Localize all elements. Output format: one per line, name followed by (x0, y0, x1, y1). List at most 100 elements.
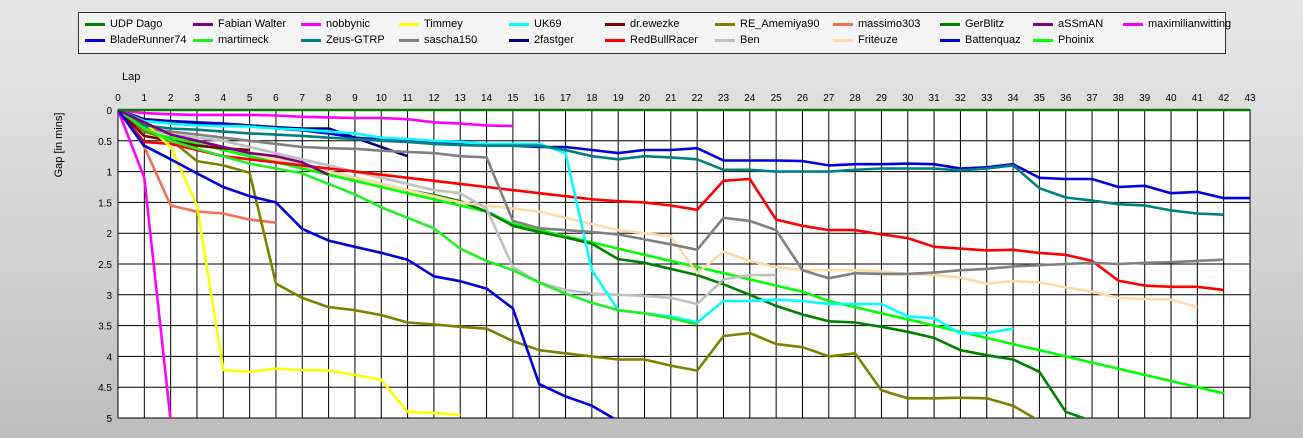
x-tick-label: 4 (221, 93, 227, 104)
x-tick-label: 9 (352, 93, 358, 104)
x-tick-label: 32 (955, 93, 967, 104)
x-tick-label: 31 (929, 93, 941, 104)
x-tick-label: 38 (1113, 93, 1125, 104)
legend-swatch (85, 22, 105, 26)
legend-item: Fabian Walter (193, 16, 286, 32)
x-tick-label: 18 (586, 93, 598, 104)
legend-label: Ben (740, 34, 760, 46)
y-tick-label: 1 (106, 168, 112, 179)
legend-item: aSSmAN (1033, 16, 1103, 32)
legend-swatch (399, 38, 419, 42)
x-tick-label: 33 (981, 93, 993, 104)
legend-label: Zeus-GTRP (326, 34, 385, 46)
chart-legend: UDP Dago BladeRunner74 Fabian Walter martim… (78, 12, 1231, 54)
legend-label: dr.ewezke (630, 18, 680, 30)
y-axis-label: Gap [in mins] (53, 113, 65, 178)
x-tick-label: 8 (326, 93, 332, 104)
x-tick-label: 10 (376, 93, 388, 104)
x-tick-label: 37 (1086, 93, 1098, 104)
legend-swatch (940, 38, 960, 42)
legend-item: RE_Amemiya90 (715, 16, 819, 32)
series-line-re-amemiya90 (118, 108, 1037, 418)
legend-item: Timmey (399, 16, 463, 32)
legend-swatch (1033, 38, 1053, 42)
x-tick-label: 27 (823, 93, 835, 104)
legend-item: martimeck (193, 32, 269, 48)
series-line-martimeck (118, 108, 698, 326)
legend-swatch (940, 22, 960, 26)
legend-swatch (85, 38, 105, 42)
legend-item: GerBlitz (940, 16, 1004, 32)
x-tick-label: 41 (1192, 93, 1204, 104)
legend-item: Zeus-GTRP (301, 32, 385, 48)
legend-item: maximilianwitting (1123, 16, 1231, 32)
x-tick-label: 17 (560, 93, 572, 104)
legend-swatch (715, 38, 735, 42)
series-line-nobbynic (118, 108, 513, 128)
series-line-ben (118, 108, 777, 306)
x-tick-label: 13 (455, 93, 467, 104)
x-tick-label: 7 (299, 93, 305, 104)
x-tick-label: 40 (1165, 93, 1177, 104)
legend-label: maximilianwitting (1148, 18, 1232, 30)
legend-swatch (605, 22, 625, 26)
legend-swatch (1033, 22, 1053, 26)
legend-label: UDP Dago (110, 18, 163, 30)
y-tick-label: 0.5 (98, 137, 112, 148)
legend-label: RedBullRacer (630, 34, 698, 46)
legend-item: UDP Dago (85, 16, 162, 32)
x-tick-label: 42 (1218, 93, 1230, 104)
y-tick-label: 3.5 (98, 322, 112, 333)
legend-label: GerBlitz (965, 18, 1005, 30)
y-tick-label: 5 (106, 414, 112, 425)
x-tick-label: 26 (797, 93, 809, 104)
y-tick-label: 1.5 (98, 198, 112, 209)
series-line-maximilianwitting (118, 109, 172, 418)
x-tick-label: 35 (1034, 93, 1046, 104)
x-tick-label: 23 (718, 93, 730, 104)
legend-swatch (301, 38, 321, 42)
series-line-uk69 (118, 108, 1014, 335)
legend-item: Ben (715, 32, 760, 48)
x-tick-label: 30 (902, 93, 914, 104)
x-tick-label: 43 (1244, 93, 1256, 104)
legend-label: BladeRunner74 (110, 34, 187, 46)
legend-label: RE_Amemiya90 (740, 18, 820, 30)
x-tick-label: 22 (692, 93, 704, 104)
legend-swatch (1123, 22, 1143, 26)
y-tick-label: 3 (106, 291, 112, 302)
legend-swatch (509, 38, 529, 42)
x-tick-label: 2 (168, 93, 174, 104)
legend-label: massimo303 (858, 18, 921, 30)
legend-item: nobbynic (301, 16, 370, 32)
legend-swatch (833, 22, 853, 26)
x-tick-label: 12 (428, 93, 440, 104)
y-tick-label: 4 (106, 352, 112, 363)
series-line-sascha150 (118, 108, 1224, 280)
legend-item: RedBullRacer (605, 32, 698, 48)
x-tick-label: 3 (194, 93, 200, 104)
legend-label: UK69 (534, 18, 562, 30)
x-tick-label: 24 (744, 93, 756, 104)
legend-item: Phoinix (1033, 32, 1094, 48)
series-line-zeus-gtrp (118, 108, 1224, 216)
x-tick-label: 1 (142, 93, 148, 104)
series-line-phoinix (118, 108, 1224, 395)
legend-label: 2fastger (534, 34, 574, 46)
legend-swatch (605, 38, 625, 42)
legend-swatch (193, 38, 213, 42)
legend-label: aSSmAN (1058, 18, 1104, 30)
legend-swatch (399, 22, 419, 26)
legend-label: nobbynic (326, 18, 371, 30)
legend-label: martimeck (218, 34, 269, 46)
x-tick-label: 14 (481, 93, 493, 104)
x-tick-label: 29 (876, 93, 888, 104)
legend-swatch (715, 22, 735, 26)
y-tick-label: 2 (106, 229, 112, 240)
x-axis-label: Lap (122, 71, 140, 83)
x-tick-label: 21 (665, 93, 677, 104)
x-tick-label: 34 (1008, 93, 1020, 104)
legend-item: sascha150 (399, 32, 477, 48)
x-tick-label: 25 (771, 93, 783, 104)
